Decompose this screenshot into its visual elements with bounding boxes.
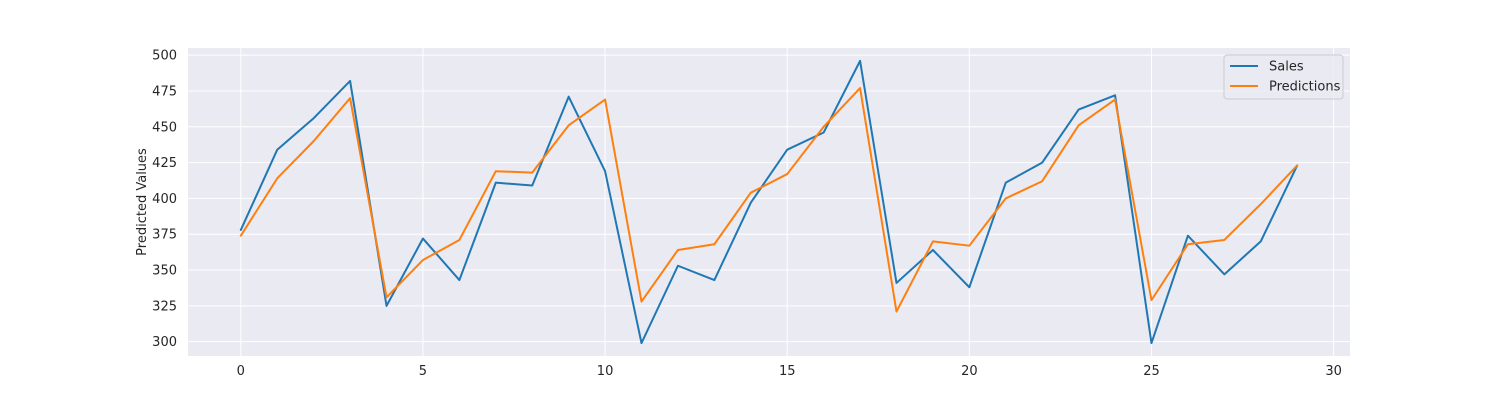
y-tick-label: 500 [152, 49, 177, 64]
legend-item-sales: Sales [1230, 60, 1304, 75]
x-tick-label: 10 [597, 364, 614, 379]
legend-item-predictions: Predictions [1230, 80, 1341, 95]
legend-label: Sales [1269, 60, 1304, 75]
legend: Sales Predictions [1223, 54, 1344, 100]
x-tick-labels: 0 5 10 15 20 25 30 [237, 364, 1342, 379]
y-tick-label: 450 [152, 120, 177, 135]
legend-label: Predictions [1269, 80, 1341, 95]
plot-background [188, 48, 1350, 356]
x-tick-label: 15 [779, 364, 796, 379]
y-tick-labels: 300 325 350 375 400 425 450 475 500 [152, 49, 177, 351]
y-tick-label: 375 [152, 228, 177, 243]
y-axis-label: Predicted Values [135, 148, 150, 256]
x-tick-label: 25 [1143, 364, 1160, 379]
y-tick-label: 300 [152, 335, 177, 350]
x-tick-label: 20 [961, 364, 978, 379]
y-tick-label: 350 [152, 264, 177, 279]
series-line-predictions [239, 87, 1299, 313]
y-tick-label: 400 [152, 192, 177, 207]
y-tick-label: 475 [152, 84, 177, 99]
grid-lines [188, 48, 1350, 356]
x-tick-label: 30 [1325, 364, 1342, 379]
y-tick-label: 325 [152, 299, 177, 314]
y-tick-label: 425 [152, 156, 177, 171]
x-tick-label: 5 [419, 364, 427, 379]
x-tick-label: 0 [237, 364, 245, 379]
series-lines [239, 59, 1299, 345]
